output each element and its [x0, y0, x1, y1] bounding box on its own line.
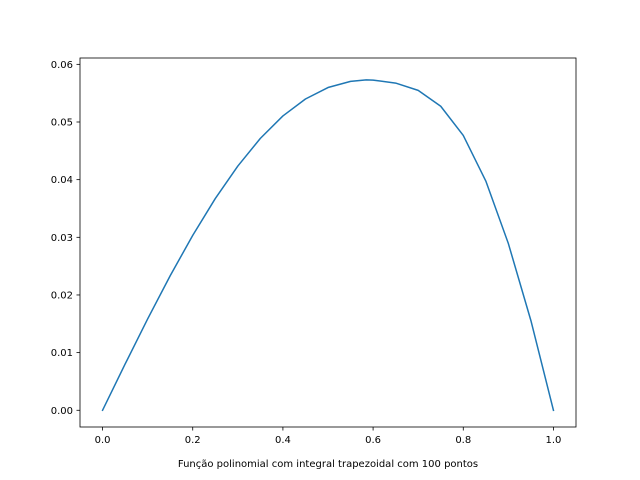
- y-tick-label: 0.00: [51, 406, 73, 417]
- x-tick-label: 1.0: [546, 435, 562, 446]
- x-tick-label: 0.4: [275, 435, 291, 446]
- y-tick-label: 0.02: [51, 290, 73, 301]
- y-tick-label: 0.04: [51, 175, 73, 186]
- y-tick-label: 0.06: [51, 60, 73, 71]
- y-tick-label: 0.01: [51, 348, 73, 359]
- x-tick-label: 0.6: [365, 435, 381, 446]
- x-axis-label: Função polinomial com integral trapezoid…: [178, 459, 478, 470]
- y-axis: 0.00 0.01 0.02 0.03 0.04 0.05 0.06: [51, 60, 80, 417]
- x-tick-label: 0.2: [185, 435, 201, 446]
- x-axis: 0.0 0.2 0.4 0.6 0.8 1.0: [95, 427, 562, 446]
- axes-frame: [79, 57, 577, 428]
- series-line: [101, 79, 555, 412]
- y-tick-label: 0.05: [51, 117, 73, 128]
- x-tick-label: 0.0: [95, 435, 111, 446]
- y-tick-label: 0.03: [51, 233, 73, 244]
- x-tick-label: 0.8: [455, 435, 471, 446]
